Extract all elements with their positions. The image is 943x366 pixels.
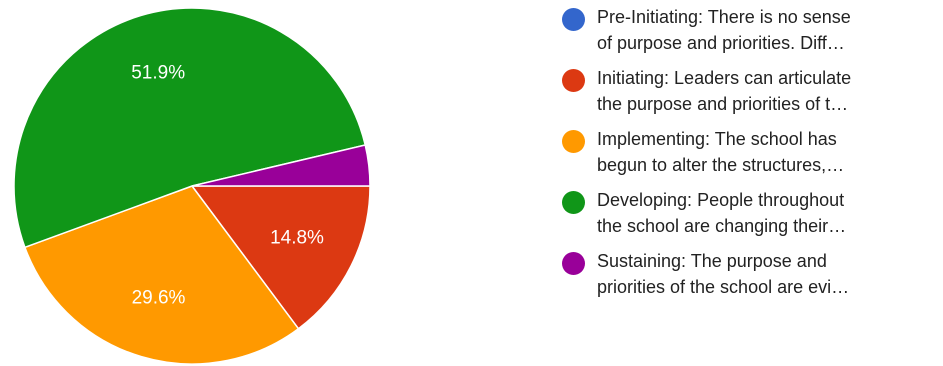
legend-item-0[interactable]: Pre-Initiating: There is no sense of purp… bbox=[562, 4, 937, 56]
legend-swatch-icon bbox=[562, 8, 585, 31]
legend-label: Sustaining: The purpose and priorities of… bbox=[597, 248, 849, 300]
legend-label-line-0: Initiating: Leaders can articulate bbox=[597, 68, 852, 88]
legend-label-line-0: Implementing: The school has bbox=[597, 129, 837, 149]
slice-data-label-2: 29.6% bbox=[132, 288, 186, 309]
legend-swatch-icon bbox=[562, 69, 585, 92]
legend-item-3[interactable]: Developing: People throughout the school … bbox=[562, 187, 937, 239]
legend-swatch-icon bbox=[562, 252, 585, 275]
legend-label-line-1: priorities of the school are evi… bbox=[597, 277, 850, 297]
legend-item-2[interactable]: Implementing: The school has begun to alt… bbox=[562, 126, 937, 178]
pie-slice-2 bbox=[23, 185, 300, 365]
pie-plot: 14.8% 29.6% 51.9% bbox=[13, 7, 371, 365]
legend-label-line-0: Pre-Initiating: There is no sense bbox=[597, 7, 851, 27]
legend-label-line-1: the school are changing their… bbox=[597, 216, 847, 236]
legend-item-4[interactable]: Sustaining: The purpose and priorities of… bbox=[562, 248, 937, 300]
legend-label-line-0: Sustaining: The purpose and bbox=[597, 251, 827, 271]
legend-label: Implementing: The school has begun to alt… bbox=[597, 126, 844, 178]
legend-label: Pre-Initiating: There is no sense of purp… bbox=[597, 4, 851, 56]
legend-item-1[interactable]: Initiating: Leaders can articulate the pu… bbox=[562, 65, 937, 117]
slice-data-label-1: 14.8% bbox=[270, 228, 324, 249]
legend-label: Initiating: Leaders can articulate the pu… bbox=[597, 65, 851, 117]
slice-data-label-3: 51.9% bbox=[131, 63, 185, 84]
pie-slice-3 bbox=[13, 7, 367, 249]
legend-label-line-0: Developing: People throughout bbox=[597, 190, 845, 210]
legend-label: Developing: People throughout the school … bbox=[597, 187, 846, 239]
legend-label-line-1: the purpose and priorities of t… bbox=[597, 94, 849, 114]
legend-label-line-1: of purpose and priorities. Diff… bbox=[597, 33, 845, 53]
legend-swatch-icon bbox=[562, 130, 585, 153]
legend-label-line-1: begun to alter the structures,… bbox=[597, 155, 845, 175]
legend-swatch-icon bbox=[562, 191, 585, 214]
pie-slice-1 bbox=[190, 185, 371, 330]
legend: Pre-Initiating: There is no sense of purp… bbox=[562, 4, 937, 309]
pie-slice-4 bbox=[191, 144, 371, 187]
